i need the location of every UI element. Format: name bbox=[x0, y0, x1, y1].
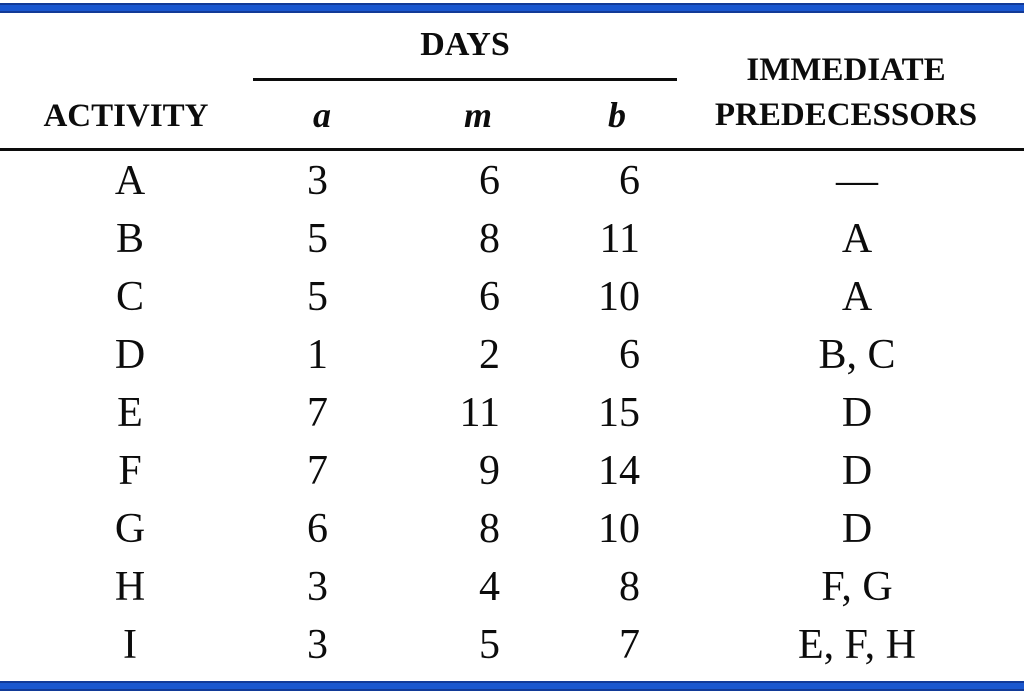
table-row: I 3 5 7 E, F, H bbox=[0, 616, 1024, 674]
activity-cell: A bbox=[114, 158, 146, 204]
a-cell: 1 bbox=[307, 332, 328, 378]
m-cell: 8 bbox=[479, 216, 500, 262]
activity-cell: E bbox=[117, 390, 143, 436]
b-cell: 6 bbox=[619, 158, 640, 204]
m-cell: 2 bbox=[479, 332, 500, 378]
activity-cell: B bbox=[115, 216, 144, 262]
m-cell: 4 bbox=[479, 564, 500, 610]
b-cell: 10 bbox=[598, 506, 640, 552]
b-cell: 14 bbox=[598, 448, 640, 494]
a-cell: 3 bbox=[307, 622, 328, 668]
days-group-header: DAYS bbox=[420, 26, 510, 63]
b-cell: 7 bbox=[619, 622, 640, 668]
table-row: A 3 6 6 — bbox=[0, 152, 1024, 210]
a-cell: 3 bbox=[307, 158, 328, 204]
predecessors-cell: A bbox=[841, 274, 873, 320]
predecessors-cell: D bbox=[841, 506, 873, 552]
predecessors-cell: A bbox=[841, 216, 873, 262]
a-cell: 5 bbox=[307, 274, 328, 320]
a-cell: 7 bbox=[307, 390, 328, 436]
predecessors-cell: B, C bbox=[818, 332, 896, 378]
predecessors-header-line2: PREDECESSORS bbox=[714, 97, 978, 133]
predecessors-column-header: IMMEDIATE PREDECESSORS bbox=[715, 48, 977, 138]
top-border-rule bbox=[0, 3, 1024, 13]
b-cell: 6 bbox=[619, 332, 640, 378]
activity-cell: D bbox=[114, 332, 146, 378]
table-row: D 1 2 6 B, C bbox=[0, 326, 1024, 384]
b-cell: 10 bbox=[598, 274, 640, 320]
table-body: A 3 6 6 — B 5 8 11 A C 5 6 10 A D 1 2 6 … bbox=[0, 152, 1024, 674]
header-divider-rule bbox=[0, 148, 1024, 151]
predecessors-cell: D bbox=[841, 448, 873, 494]
activity-cell: F bbox=[118, 448, 142, 494]
m-cell: 8 bbox=[479, 506, 500, 552]
m-cell: 11 bbox=[459, 390, 500, 436]
m-cell: 9 bbox=[479, 448, 500, 494]
predecessors-header-line1: IMMEDIATE bbox=[746, 52, 946, 88]
a-cell: 6 bbox=[307, 506, 328, 552]
activity-cell: G bbox=[114, 506, 146, 552]
bottom-border-rule bbox=[0, 681, 1024, 691]
a-cell: 3 bbox=[307, 564, 328, 610]
predecessors-cell: — bbox=[836, 158, 878, 204]
predecessors-cell: D bbox=[841, 390, 873, 436]
activity-cell: I bbox=[123, 622, 137, 668]
table-row: F 7 9 14 D bbox=[0, 442, 1024, 500]
m-column-header: m bbox=[463, 95, 493, 135]
a-cell: 7 bbox=[307, 448, 328, 494]
days-underline-rule bbox=[253, 78, 677, 81]
b-cell: 8 bbox=[619, 564, 640, 610]
table-row: G 6 8 10 D bbox=[0, 500, 1024, 558]
a-column-header: a bbox=[313, 95, 331, 135]
m-cell: 5 bbox=[479, 622, 500, 668]
predecessors-cell: E, F, H bbox=[798, 622, 916, 668]
activity-column-header: ACTIVITY bbox=[43, 98, 209, 134]
m-cell: 6 bbox=[479, 274, 500, 320]
b-cell: 11 bbox=[599, 216, 640, 262]
predecessors-cell: F, G bbox=[821, 564, 893, 610]
table-row: H 3 4 8 F, G bbox=[0, 558, 1024, 616]
table-row: C 5 6 10 A bbox=[0, 268, 1024, 326]
m-cell: 6 bbox=[479, 158, 500, 204]
table-row: B 5 8 11 A bbox=[0, 210, 1024, 268]
a-cell: 5 bbox=[307, 216, 328, 262]
b-column-header: b bbox=[608, 95, 626, 135]
activity-cell: H bbox=[114, 564, 146, 610]
table-row: E 7 11 15 D bbox=[0, 384, 1024, 442]
activity-cell: C bbox=[115, 274, 144, 320]
b-cell: 15 bbox=[598, 390, 640, 436]
